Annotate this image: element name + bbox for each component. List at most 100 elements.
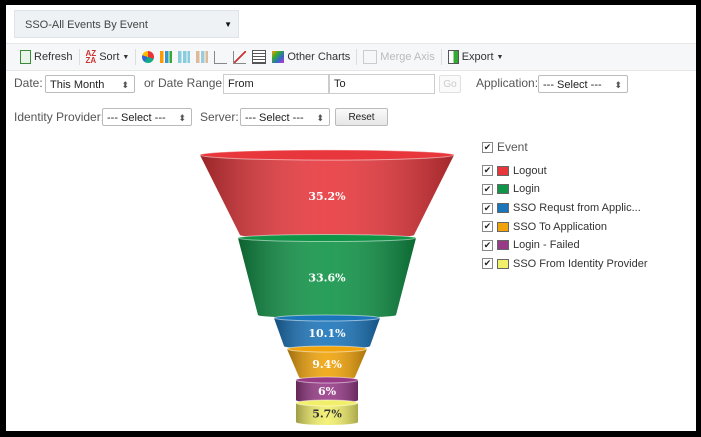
checkbox-checked-icon[interactable]: ✔ [482, 258, 493, 270]
funnel-data-label: 9.4% [312, 358, 342, 371]
divider [356, 49, 358, 65]
merge-axis-button[interactable]: Merge Axis [363, 50, 435, 64]
legend: ✔ Event ✔ Logout ✔ Login ✔ SSO Requst from App… [482, 138, 648, 273]
funnel-segment-shading [296, 380, 358, 403]
line-chart-icon[interactable] [233, 50, 247, 64]
sort-button[interactable]: AZ ZA Sort ▼ [85, 49, 130, 65]
funnel-segment-shading [238, 238, 416, 318]
idp-value: --- Select --- [107, 112, 166, 124]
refresh-label: Refresh [34, 51, 73, 63]
legend-swatch [497, 240, 509, 251]
server-select[interactable]: --- Select --- ⬍ [240, 108, 330, 126]
divider [440, 49, 442, 65]
report-page: SSO-All Events By Event ▼ Refresh AZ ZA Sor… [6, 5, 696, 431]
grouped-bar-icon[interactable] [196, 51, 209, 63]
updown-icon: ⬍ [316, 113, 324, 123]
export-icon [447, 50, 459, 64]
legend-swatch [497, 184, 509, 195]
report-select[interactable]: SSO-All Events By Event ▼ [14, 10, 239, 38]
funnel-segment-top [199, 149, 455, 161]
merge-axis-icon [363, 50, 378, 64]
chevron-down-icon: ▼ [496, 53, 504, 61]
dropdown-arrow-icon: ▼ [224, 20, 232, 29]
other-charts-button[interactable]: Other Charts [272, 51, 350, 63]
checkbox-checked-icon[interactable]: ✔ [482, 183, 493, 195]
legend-label: SSO To Application [513, 220, 607, 233]
application-label: Application: [476, 76, 539, 90]
legend-item[interactable]: ✔ SSO Requst from Applic... [482, 199, 648, 218]
scatter-chart-icon[interactable] [214, 50, 228, 64]
bar-chart-icon[interactable] [160, 51, 173, 63]
checkbox-checked-icon[interactable]: ✔ [482, 239, 493, 251]
toolbar: Refresh AZ ZA Sort ▼ Other Charts Merge Axi… [6, 43, 696, 71]
legend-label: SSO From Identity Provider [513, 257, 648, 270]
funnel-segment-top [295, 376, 359, 384]
application-select[interactable]: --- Select --- ⬍ [538, 75, 628, 93]
export-label: Export [461, 51, 494, 63]
funnel-segment-top [273, 314, 381, 322]
export-button[interactable]: Export ▼ [447, 50, 504, 64]
idp-select[interactable]: --- Select --- ⬍ [102, 108, 192, 126]
funnel-segment-shading [287, 349, 367, 380]
updown-icon: ⬍ [121, 80, 129, 90]
legend-swatch [497, 258, 509, 269]
legend-item[interactable]: ✔ SSO To Application [482, 217, 648, 236]
go-button[interactable]: Go [439, 75, 461, 93]
legend-title: Event [497, 140, 528, 155]
checkbox-checked-icon[interactable]: ✔ [482, 221, 493, 233]
updown-icon: ⬍ [614, 80, 622, 90]
date-value: This Month [50, 79, 105, 91]
funnel-segment-top [295, 399, 359, 407]
application-value: --- Select --- [543, 79, 602, 91]
other-charts-icon [272, 51, 285, 63]
checkbox-checked-icon[interactable]: ✔ [482, 165, 493, 177]
refresh-button[interactable]: Refresh [20, 50, 73, 64]
pie-chart-icon[interactable] [142, 51, 155, 63]
divider [78, 49, 80, 65]
date-select[interactable]: This Month ⬍ [45, 75, 135, 93]
legend-label: Login [513, 183, 540, 196]
funnel-segment-top [237, 233, 417, 243]
legend-label: Login - Failed [513, 239, 580, 252]
legend-header[interactable]: ✔ Event [482, 138, 648, 157]
funnel-segment-shading [200, 155, 454, 239]
legend-swatch [497, 165, 509, 176]
updown-icon: ⬍ [178, 113, 186, 123]
funnel-data-label: 6% [318, 385, 337, 398]
other-charts-label: Other Charts [287, 51, 351, 63]
merge-axis-label: Merge Axis [380, 51, 435, 63]
divider [135, 49, 137, 65]
idp-label: Identity Provider: [14, 110, 105, 124]
funnel-segment-shading [274, 318, 380, 349]
legend-item[interactable]: ✔ Login - Failed [482, 236, 648, 255]
report-select-value: SSO-All Events By Event [25, 19, 148, 31]
table-icon[interactable] [252, 50, 267, 64]
legend-swatch [497, 221, 509, 232]
sort-az-icon: AZ ZA [85, 49, 97, 65]
date-range-label: or Date Range: [144, 76, 226, 90]
funnel-segment-shading [296, 403, 358, 425]
legend-item[interactable]: ✔ SSO From Identity Provider [482, 255, 648, 274]
legend-item[interactable]: ✔ Login [482, 180, 648, 199]
sort-label: Sort [99, 51, 120, 63]
date-label: Date: [14, 76, 43, 90]
refresh-icon [20, 50, 31, 64]
legend-label: Logout [513, 164, 547, 177]
server-label: Server: [200, 110, 239, 124]
checkbox-checked-icon[interactable]: ✔ [482, 202, 493, 214]
funnel-chart: 35.2% 33.6% 10.1% 9.4% 6% 5.7% [199, 149, 455, 425]
stacked-bar-icon[interactable] [178, 51, 191, 63]
legend-item[interactable]: ✔ Logout [482, 162, 648, 181]
funnel-segment-top [286, 345, 368, 353]
from-date-input[interactable] [223, 74, 329, 94]
chevron-down-icon: ▼ [122, 53, 130, 61]
funnel-data-label: 33.6% [308, 272, 346, 285]
funnel-data-label: 5.7% [312, 408, 342, 421]
reset-button[interactable]: Reset [335, 108, 388, 126]
to-date-input[interactable] [329, 74, 435, 94]
checkbox-checked-icon[interactable]: ✔ [482, 141, 493, 153]
funnel-data-label: 35.2% [308, 190, 346, 203]
legend-label: SSO Requst from Applic... [513, 202, 641, 215]
legend-swatch [497, 203, 509, 214]
